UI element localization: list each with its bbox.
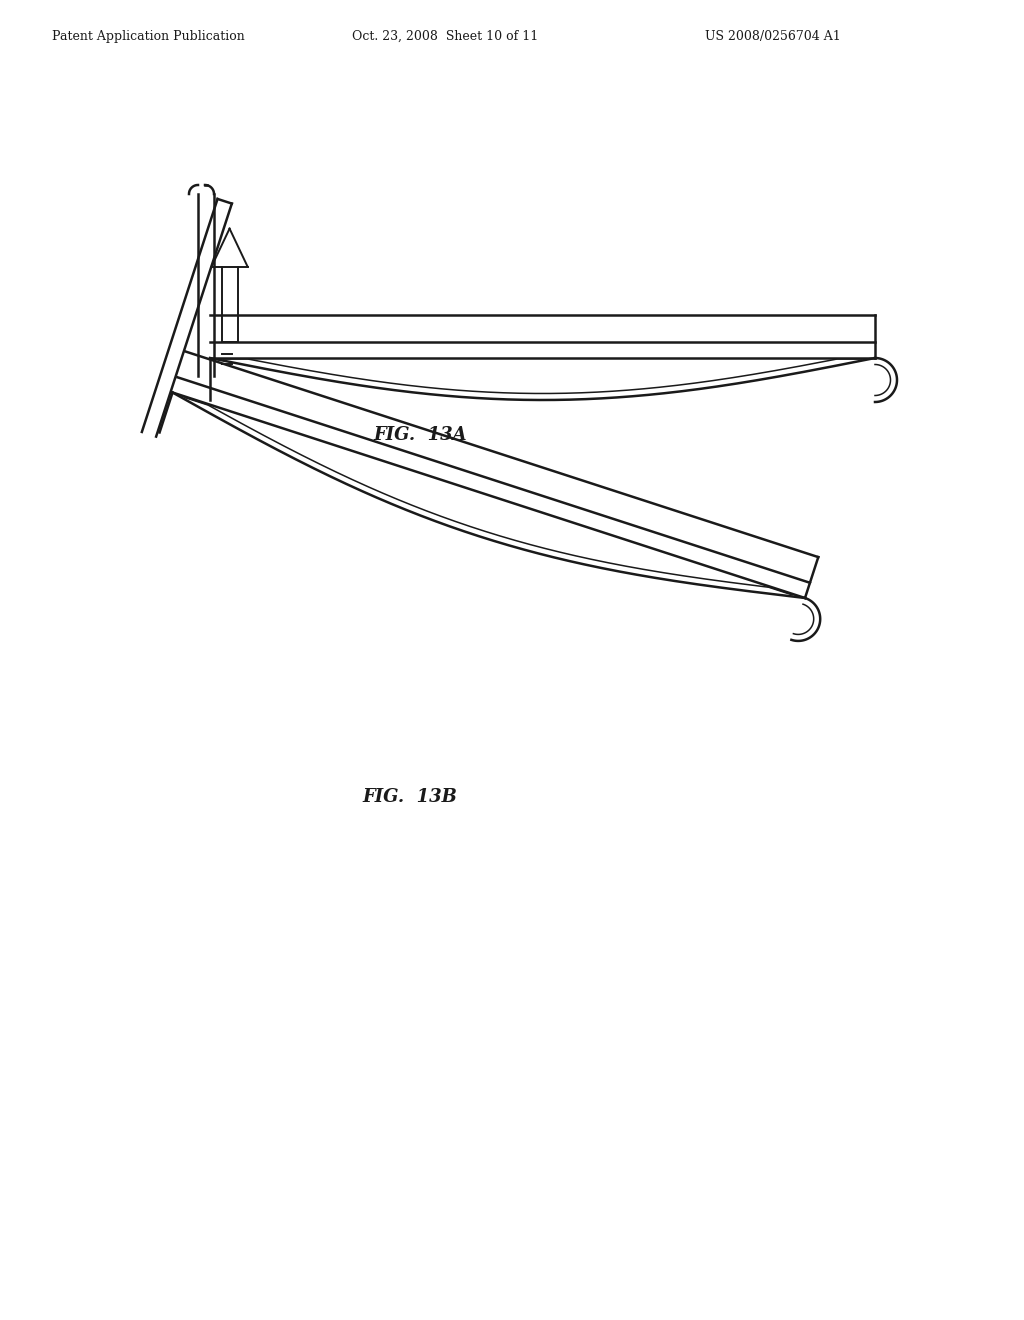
- Text: FIG.  13B: FIG. 13B: [362, 788, 458, 807]
- Text: US 2008/0256704 A1: US 2008/0256704 A1: [705, 30, 841, 44]
- Text: FIG.  13A: FIG. 13A: [373, 426, 467, 444]
- Text: Oct. 23, 2008  Sheet 10 of 11: Oct. 23, 2008 Sheet 10 of 11: [352, 30, 539, 44]
- Text: Patent Application Publication: Patent Application Publication: [52, 30, 245, 44]
